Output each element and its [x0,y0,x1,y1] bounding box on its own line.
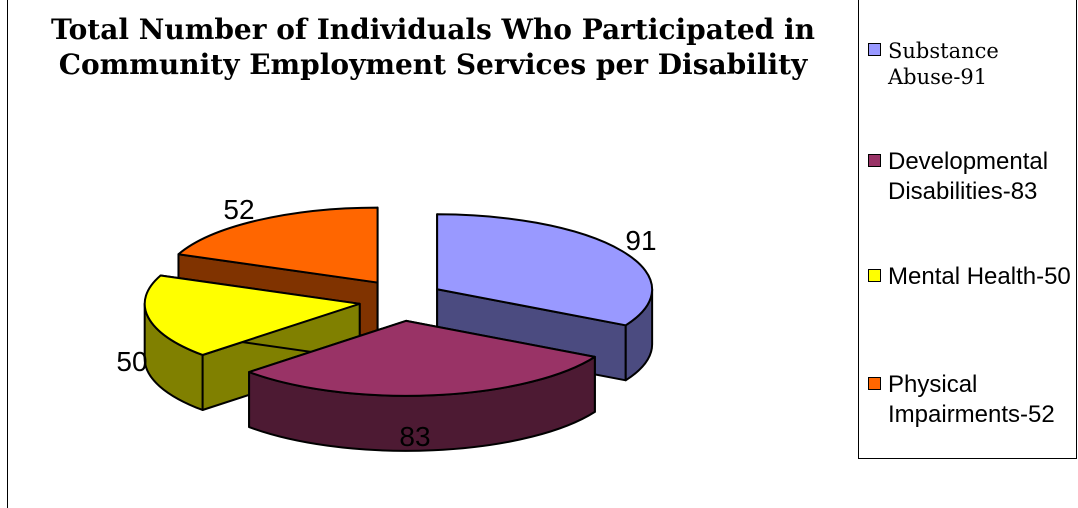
legend-swatch-developmental-disabilities [868,154,881,167]
data-label-developmental-disabilities: 83 [399,421,430,452]
legend-label-developmental-disabilities: Developmental Disabilities-83 [888,148,1049,205]
legend-swatch-substance-abuse [868,43,881,56]
data-label-physical-impairments: 52 [223,194,254,225]
data-label-mental-health: 50 [116,346,147,377]
legend-label-physical-impairments: Physical Impairments-52 [888,371,1055,428]
chart-title: Total Number of Individuals Who Particip… [8,12,858,82]
legend-swatch-physical-impairments [868,377,881,390]
chart-area: Total Number of Individuals Who Particip… [7,0,858,508]
legend-swatch-mental-health [868,269,881,282]
legend-item-mental-health: Mental Health-50 [868,262,1073,292]
chart-title-line-1: Total Number of Individuals Who Particip… [51,13,815,46]
data-label-substance-abuse: 91 [625,225,656,256]
legend-item-developmental-disabilities: Developmental Disabilities-83 [868,147,1073,207]
pie-slice-top-mental-health [143,274,361,356]
chart-title-line-2: Community Employment Services per Disabi… [58,48,808,81]
pie-chart: 91 83 50 52 [116,194,656,452]
pie-slice-top-physical-impairments [177,206,379,284]
pie-slice-developmental-disabilities [248,319,596,452]
legend: Substance Abuse-91 Developmental Disabil… [858,0,1077,459]
legend-label-mental-health: Mental Health-50 [888,263,1071,290]
legend-label-substance-abuse: Substance Abuse-91 [888,39,999,89]
pie-slice-top-developmental-disabilities [248,319,596,397]
pie-slice-top-substance-abuse [436,213,654,327]
legend-item-substance-abuse: Substance Abuse-91 [868,38,1073,90]
legend-item-physical-impairments: Physical Impairments-52 [868,370,1073,430]
